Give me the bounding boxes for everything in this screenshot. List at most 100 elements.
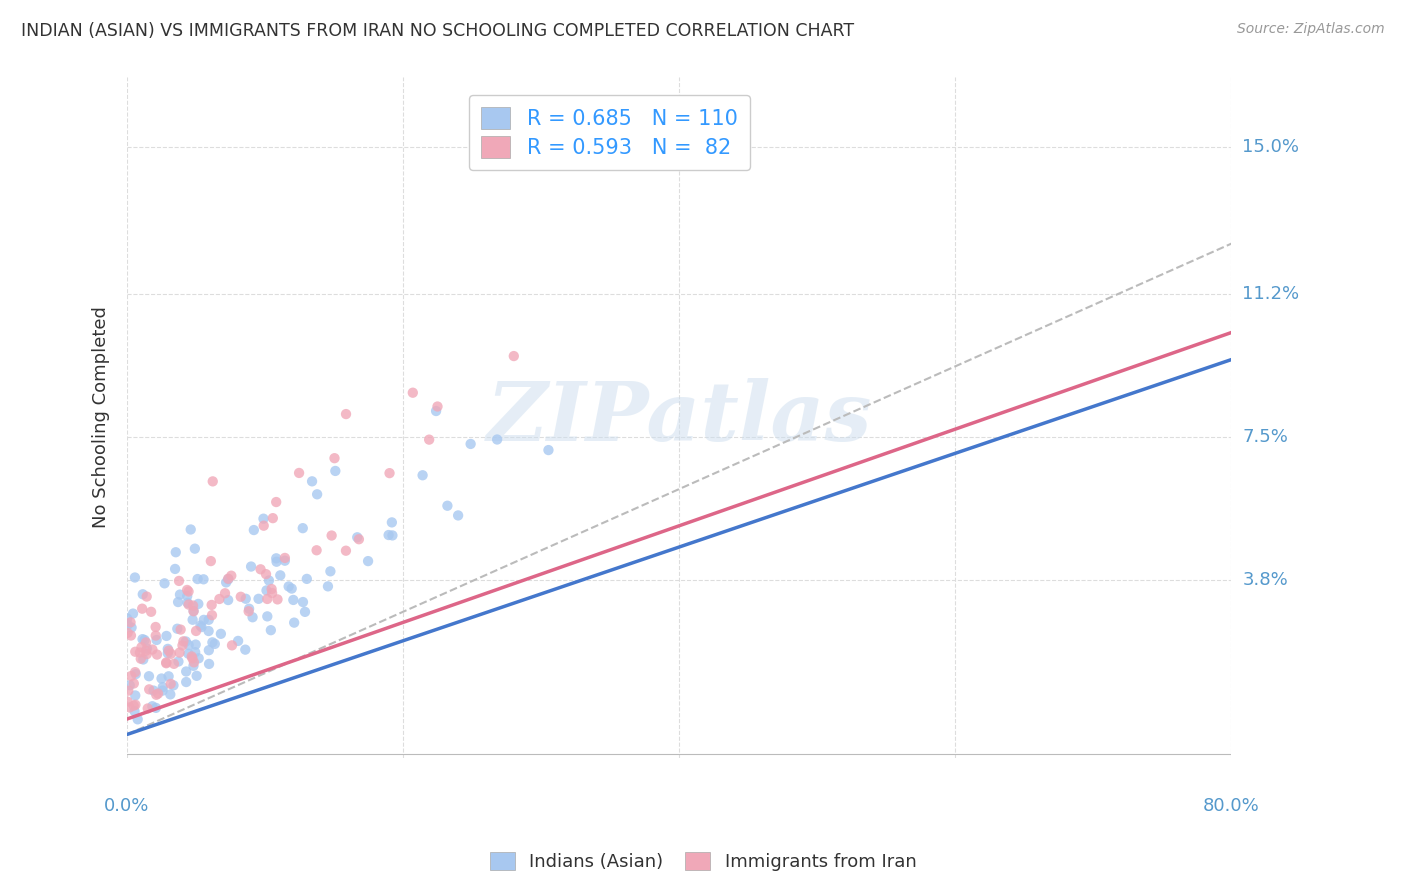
Text: 80.0%: 80.0% [1204, 797, 1260, 814]
Point [120, 615, 142, 630]
Point [183, 604, 205, 618]
Point [156, 646, 179, 660]
Point [167, 655, 190, 669]
Point [198, 657, 221, 671]
Point [176, 589, 198, 603]
Point [262, 511, 284, 525]
Text: 15.0%: 15.0% [1243, 138, 1299, 156]
Point [335, 543, 357, 558]
Point [243, 523, 266, 537]
Point [256, 591, 278, 606]
Point [264, 551, 287, 566]
Point [135, 647, 157, 661]
Point [233, 642, 256, 657]
Point [377, 528, 399, 542]
Point [136, 641, 159, 656]
Point [307, 487, 329, 501]
Text: INDIAN (ASIAN) VS IMMIGRANTS FROM IRAN NO SCHOOLING COMPLETED CORRELATION CHART: INDIAN (ASIAN) VS IMMIGRANTS FROM IRAN N… [21, 22, 855, 40]
Point [269, 568, 291, 582]
Point [174, 665, 197, 679]
Point [425, 404, 447, 418]
Point [381, 516, 404, 530]
Point [132, 587, 155, 601]
Point [183, 656, 205, 670]
Point [160, 647, 183, 661]
Point [257, 574, 280, 588]
Point [252, 511, 274, 525]
Point [174, 675, 197, 690]
Point [266, 555, 288, 569]
Text: 0.0%: 0.0% [104, 797, 149, 814]
Point [155, 629, 177, 643]
Point [146, 648, 169, 662]
Point [124, 645, 146, 659]
Point [347, 533, 370, 547]
Point [145, 620, 167, 634]
Point [115, 611, 138, 625]
Point [142, 683, 165, 698]
Point [201, 598, 224, 612]
Point [132, 652, 155, 666]
Point [183, 604, 205, 618]
Point [167, 595, 190, 609]
Point [184, 541, 207, 556]
Point [117, 683, 139, 698]
Point [238, 601, 260, 615]
Point [198, 643, 221, 657]
Point [180, 649, 202, 664]
Point [159, 677, 181, 691]
Point [177, 598, 200, 612]
Point [357, 554, 380, 568]
Point [124, 704, 146, 718]
Point [177, 584, 200, 599]
Point [316, 579, 339, 593]
Point [190, 620, 212, 634]
Point [291, 521, 314, 535]
Point [180, 523, 202, 537]
Point [131, 601, 153, 615]
Point [238, 604, 260, 618]
Point [162, 678, 184, 692]
Point [447, 508, 470, 523]
Point [117, 695, 139, 709]
Point [402, 385, 425, 400]
Point [152, 680, 174, 694]
Point [201, 635, 224, 649]
Point [169, 646, 191, 660]
Point [122, 676, 145, 690]
Point [217, 593, 239, 607]
Point [124, 665, 146, 680]
Point [163, 657, 186, 671]
Point [120, 628, 142, 642]
Point [502, 349, 524, 363]
Point [291, 595, 314, 609]
Point [240, 559, 263, 574]
Point [305, 543, 328, 558]
Point [486, 433, 509, 447]
Point [301, 475, 323, 489]
Point [254, 567, 277, 582]
Point [184, 645, 207, 659]
Point [150, 672, 173, 686]
Point [288, 466, 311, 480]
Point [346, 530, 368, 544]
Point [319, 564, 342, 578]
Point [460, 437, 482, 451]
Point [226, 634, 249, 648]
Point [141, 699, 163, 714]
Point [217, 572, 239, 586]
Point [131, 640, 153, 655]
Point [125, 667, 148, 681]
Legend: Indians (Asian), Immigrants from Iran: Indians (Asian), Immigrants from Iran [482, 845, 924, 879]
Point [167, 574, 190, 588]
Point [169, 588, 191, 602]
Point [537, 443, 560, 458]
Y-axis label: No Schooling Completed: No Schooling Completed [93, 307, 110, 528]
Point [214, 586, 236, 600]
Point [135, 590, 157, 604]
Point [283, 593, 305, 607]
Point [174, 634, 197, 648]
Point [412, 468, 434, 483]
Point [184, 638, 207, 652]
Point [159, 687, 181, 701]
